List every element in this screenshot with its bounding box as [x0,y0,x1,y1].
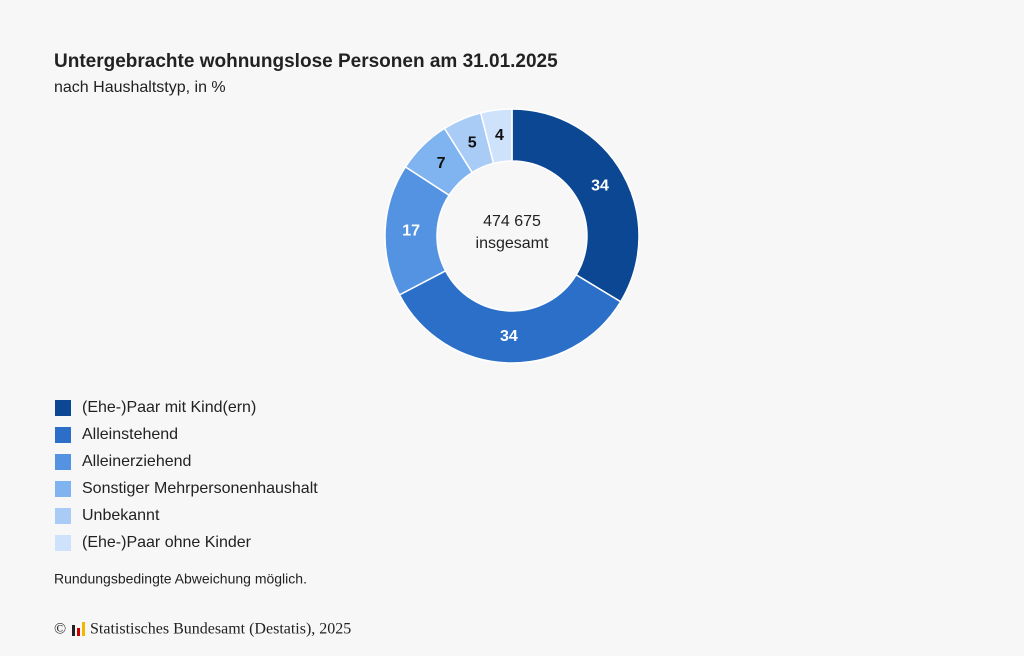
center-label: insgesamt [476,235,549,252]
chart-subtitle: nach Haushaltstyp, in % [54,79,226,96]
source: Statistisches Bundesamt (Destatis), 2025 [90,621,351,638]
value-label: 34 [500,328,518,345]
legend-swatch [55,535,71,551]
value-label: 17 [402,223,420,240]
chart-title: Untergebrachte wohnungslose Personen am … [54,51,558,72]
slice [479,108,513,165]
legend-label: Alleinstehend [82,426,178,443]
legend-label: Alleinerziehend [82,453,191,470]
legend-label: (Ehe-)Paar mit Kind(ern) [82,399,256,416]
value-label: 7 [437,155,446,172]
copyright: © [54,621,66,638]
legend-label: (Ehe-)Paar ohne Kinder [82,534,252,551]
legend-swatch [55,508,71,524]
legend-swatch [55,481,71,497]
value-label: 4 [495,127,504,144]
slice [511,108,640,303]
value-label: 5 [468,134,477,151]
legend-swatch [55,427,71,443]
logo [72,622,85,636]
note: Rundungsbedingte Abweichung möglich. [54,571,307,587]
legend-swatch [55,454,71,470]
slice [398,269,622,364]
center-label: 474 675 [483,213,541,230]
legend-label: Sonstiger Mehrpersonenhaushalt [82,480,318,497]
value-label: 34 [591,178,609,195]
legend-swatch [55,400,71,416]
legend-label: Unbekannt [82,507,160,524]
